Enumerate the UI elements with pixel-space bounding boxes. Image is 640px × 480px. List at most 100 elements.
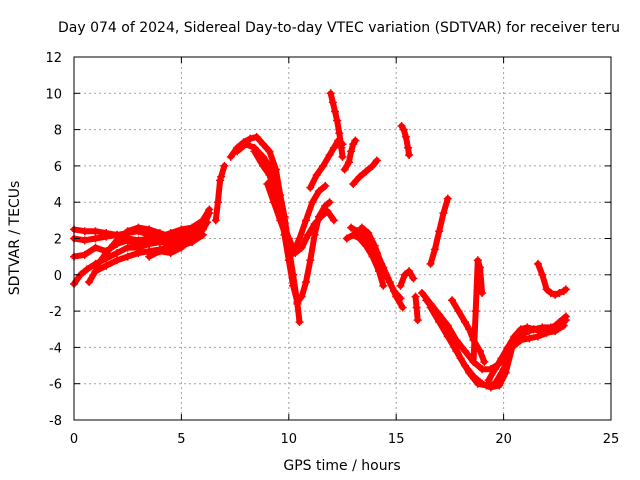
data-point (533, 332, 542, 341)
data-series-8 (212, 162, 228, 224)
data-point (396, 294, 405, 303)
data-point (177, 236, 186, 245)
data-point (308, 198, 317, 207)
data-point (516, 325, 525, 334)
data-point (478, 365, 487, 374)
data-point (347, 147, 356, 156)
data-point (91, 227, 100, 236)
data-point (491, 365, 500, 374)
data-point (301, 278, 310, 287)
data-point (404, 143, 413, 152)
data-point (426, 259, 435, 268)
data-point (220, 161, 229, 170)
data-series-6 (92, 224, 196, 271)
x-tick-label: 20 (495, 432, 512, 447)
data-point (510, 332, 519, 341)
data-point (293, 298, 302, 307)
data-point (439, 209, 448, 218)
data-point (398, 303, 407, 312)
data-point (561, 285, 570, 294)
data-point (448, 296, 457, 305)
data-point (145, 252, 154, 261)
data-point (340, 165, 349, 174)
data-point (555, 317, 564, 326)
data-point (368, 161, 377, 170)
data-point (405, 151, 414, 160)
y-tick-label: -6 (49, 378, 62, 393)
data-point (145, 225, 154, 234)
data-point (400, 270, 409, 279)
data-point (338, 152, 347, 161)
data-point (409, 274, 418, 283)
y-tick-label: -8 (49, 414, 62, 429)
data-point (525, 334, 534, 343)
data-point (112, 249, 121, 258)
data-point (435, 317, 444, 326)
data-point (501, 368, 510, 377)
data-series-21 (397, 268, 417, 289)
y-tick-label: -4 (49, 341, 62, 356)
data-point (102, 261, 111, 270)
data-point (422, 296, 431, 305)
data-point (304, 230, 313, 239)
data-point (549, 323, 558, 332)
data-point (555, 288, 564, 297)
data-point (469, 372, 478, 381)
data-point (134, 241, 143, 250)
data-point (284, 256, 293, 265)
data-point (310, 219, 319, 228)
data-point (155, 229, 164, 238)
y-tick-label: 10 (45, 87, 62, 102)
data-point (396, 281, 405, 290)
x-tick-label: 5 (177, 432, 185, 447)
data-point (155, 238, 164, 247)
data-point (329, 216, 338, 225)
data-point (364, 229, 373, 238)
y-tick-labels: -8 -6 -4 -2 0 2 4 6 8 10 12 (45, 51, 611, 429)
data-point (123, 252, 132, 261)
data-point (430, 245, 439, 254)
data-point (357, 223, 366, 232)
data-point (497, 354, 506, 363)
data-point (390, 287, 399, 296)
data-point (306, 183, 315, 192)
data-point (265, 170, 274, 179)
y-tick-label: 12 (45, 51, 62, 66)
data-point (145, 239, 154, 248)
data-point (443, 194, 452, 203)
data-point (323, 207, 332, 216)
data-series-12 (264, 181, 329, 256)
data-point (312, 170, 321, 179)
data-point (478, 288, 487, 297)
x-tick-labels: 0 5 10 15 20 25 (70, 57, 619, 447)
data-point (435, 227, 444, 236)
data-point (166, 239, 175, 248)
data-point (337, 143, 346, 152)
data-point (321, 181, 330, 190)
data-point (269, 198, 278, 207)
data-point (123, 236, 132, 245)
data-point (177, 243, 186, 252)
data-point (542, 325, 551, 334)
x-tick-label: 15 (388, 432, 405, 447)
data-point (478, 379, 487, 388)
data-point (529, 325, 538, 334)
data-point (465, 325, 474, 334)
data-point (351, 136, 360, 145)
data-point (112, 236, 121, 245)
data-point (379, 281, 388, 290)
data-point (252, 132, 261, 141)
data-point (523, 323, 532, 332)
chart-title: Day 074 of 2024, Sidereal Day-to-day VTE… (58, 20, 620, 36)
data-point (306, 256, 315, 265)
data-point (134, 249, 143, 258)
data-point (473, 256, 482, 265)
data-point (329, 143, 338, 152)
data-point (399, 125, 408, 134)
data-point (297, 243, 306, 252)
data-point (246, 134, 255, 143)
data-point (551, 290, 560, 299)
data-point (362, 167, 371, 176)
data-point (486, 383, 495, 392)
